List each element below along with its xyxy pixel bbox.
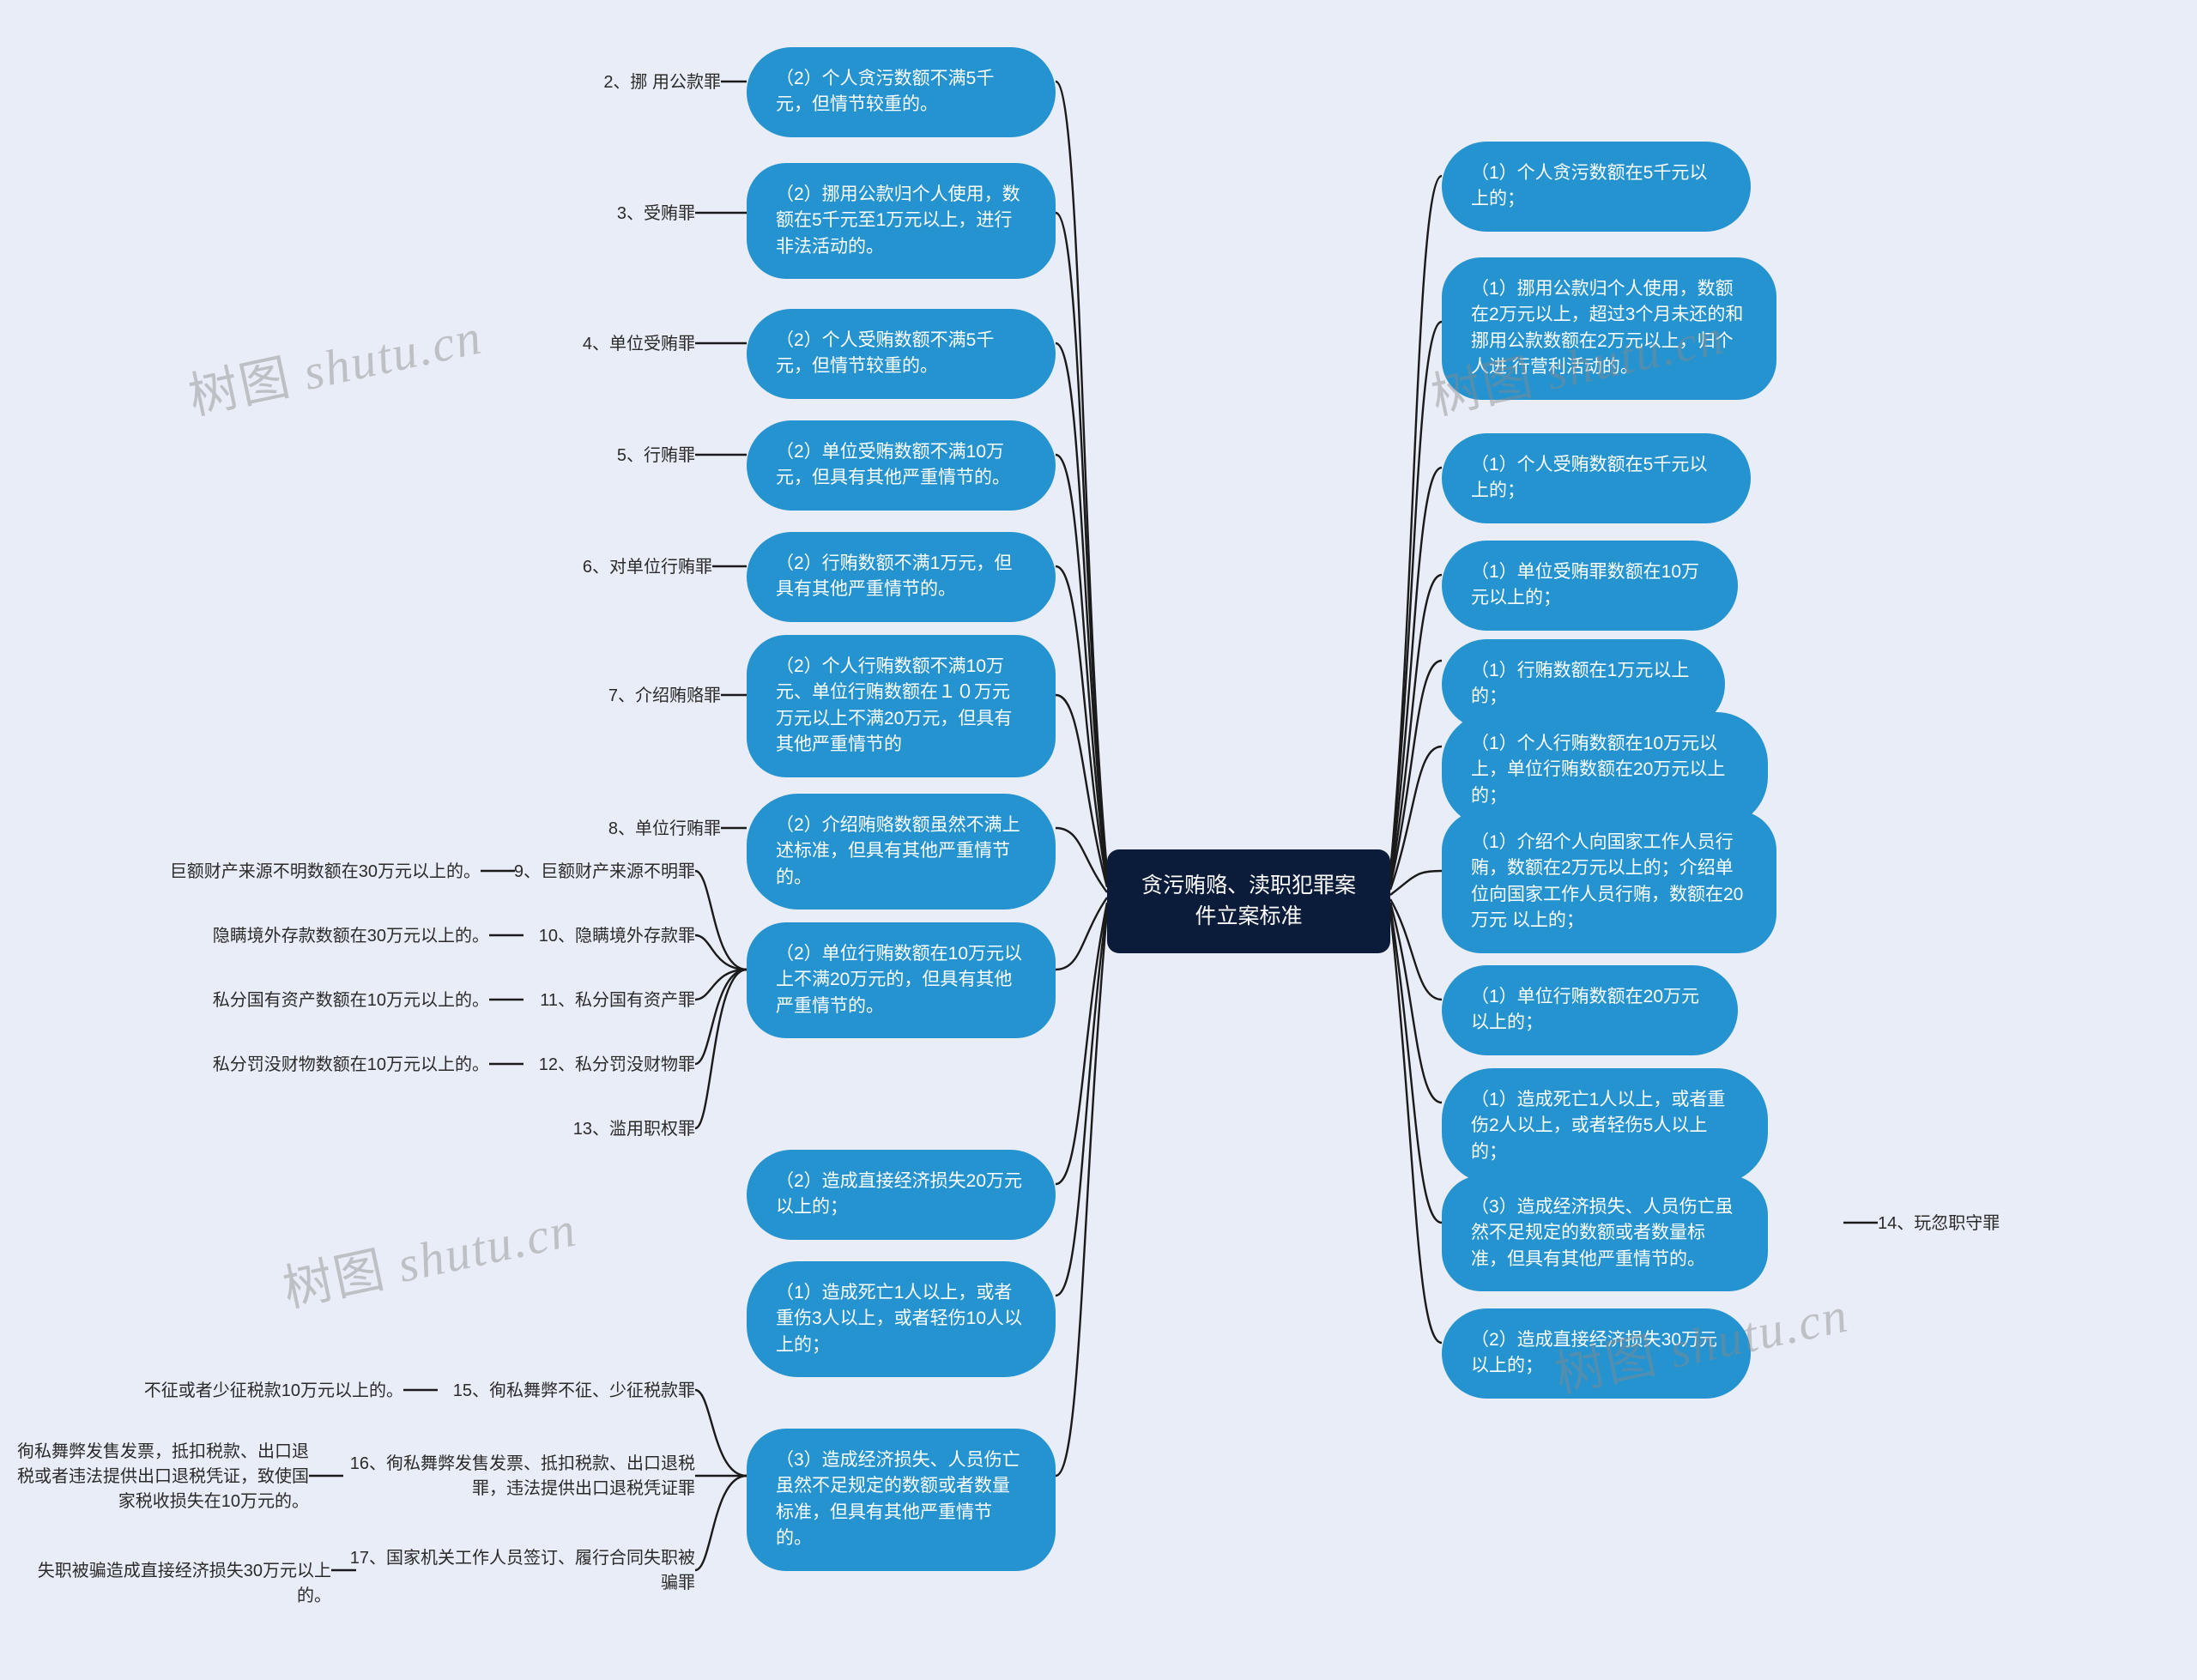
node-text: （1）造成死亡1人以上，或者重伤3人以上，或者轻伤10人以上的； xyxy=(776,1280,1026,1358)
label-text: 2、挪 用公款罪 xyxy=(603,70,721,95)
left-plain-label: 7、介绍贿赂罪 xyxy=(515,684,721,709)
node-text: （1）造成死亡1人以上，或者重伤2人以上，或者轻伤5人以上的； xyxy=(1471,1087,1739,1165)
label-text: 15、徇私舞弊不征、少征税款罪 xyxy=(453,1379,695,1404)
right-node: （1）个人贪污数额在5千元以上的； xyxy=(1442,142,1751,232)
root-text: 贪污贿赂、渎职犯罪案件立案标准 xyxy=(1133,870,1365,933)
label-text: 14、玩忽职守罪 xyxy=(1878,1212,2000,1236)
node-text: （2）造成直接经济损失20万元以上的； xyxy=(776,1169,1026,1221)
left-plain-lower-extra: 不征或者少征税款10万元以上的。 xyxy=(112,1379,403,1404)
right-node: （1）个人受贿数额在5千元以上的； xyxy=(1442,433,1751,523)
label-text: 7、介绍贿赂罪 xyxy=(608,684,721,709)
root-node: 贪污贿赂、渎职犯罪案件立案标准 xyxy=(1107,849,1390,953)
left-plain-lower-extra: 徇私舞弊发售发票，抵扣税款、出口退税或者违法提供出口退税凭证，致使国家税收损失在… xyxy=(17,1440,309,1514)
edge-layer xyxy=(0,0,2197,1680)
left-plain-lower: 16、徇私舞弊发售发票、抵扣税款、出口退税罪，违法提供出口退税凭证罪 xyxy=(326,1452,695,1502)
label-text: 8、单位行贿罪 xyxy=(608,817,721,842)
left-plain-label: 3、受贿罪 xyxy=(549,202,695,227)
node-text: （2）个人贪污数额不满5千元，但情节较重的。 xyxy=(776,66,1026,118)
label-text: 3、受贿罪 xyxy=(617,202,695,227)
node-text: （2）个人受贿数额不满5千元，但情节较重的。 xyxy=(776,328,1026,380)
left-plain-mid-extra: 隐瞒境外存款数额在30万元以上的。 xyxy=(163,924,489,949)
right-node: （2）造成直接经济损失30万元以上的； xyxy=(1442,1308,1751,1399)
label-text: 5、行贿罪 xyxy=(617,444,695,468)
left-node: （2）挪用公款归个人使用，数额在5千元至1万元以上，进行非法活动的。 xyxy=(747,163,1056,279)
right-node: （1）挪用公款归个人使用，数额在2万元以上，超过3个月未还的和挪用公款数额在2万… xyxy=(1442,257,1776,400)
label-text: 6、对单位行贿罪 xyxy=(583,555,712,580)
node-text: （2）个人行贿数额不满10万元、单位行贿数额在１０万元万元以上不满20万元，但具… xyxy=(776,654,1026,758)
left-plain-label: 8、单位行贿罪 xyxy=(515,817,721,842)
label-text: 4、单位受贿罪 xyxy=(583,332,695,357)
label-text: 17、国家机关工作人员签订、履行合同失职被骗罪 xyxy=(343,1546,695,1596)
node-text: （2）介绍贿赂数额虽然不满上述标准，但具有其他严重情节的。 xyxy=(776,813,1026,891)
left-plain-lower: 15、徇私舞弊不征、少征税款罪 xyxy=(421,1379,695,1404)
node-text: （2）挪用公款归个人使用，数额在5千元至1万元以上，进行非法活动的。 xyxy=(776,182,1026,260)
label-text: 徇私舞弊发售发票，抵扣税款、出口退税或者违法提供出口退税凭证，致使国家税收损失在… xyxy=(17,1440,309,1514)
left-plain-label: 4、单位受贿罪 xyxy=(515,332,695,357)
watermark: 树图 shutu.cn xyxy=(275,1188,582,1320)
label-text: 10、隐瞒境外存款罪 xyxy=(539,924,695,949)
left-plain-label: 2、挪 用公款罪 xyxy=(549,70,721,95)
label-text: 隐瞒境外存款数额在30万元以上的。 xyxy=(213,924,489,949)
left-node: （2）造成直接经济损失20万元以上的； xyxy=(747,1150,1056,1240)
node-text: （1）单位受贿罪数额在10万元以上的； xyxy=(1471,559,1709,612)
right-node: （1）单位行贿数额在20万元以上的； xyxy=(1442,965,1738,1055)
left-plain-mid: 9、巨额财产来源不明罪 xyxy=(481,860,695,885)
node-text: （2）行贿数额不满1万元，但具有其他严重情节的。 xyxy=(776,551,1026,603)
label-text: 12、私分罚没财物罪 xyxy=(539,1053,695,1078)
left-node: （3）造成经济损失、人员伤亡虽然不足规定的数额或者数量标准，但具有其他严重情节的… xyxy=(747,1429,1056,1571)
left-plain-label: 6、对单位行贿罪 xyxy=(515,555,712,580)
left-plain-mid-extra: 私分罚没财物数额在10万元以上的。 xyxy=(163,1053,489,1078)
left-plain-mid: 10、隐瞒境外存款罪 xyxy=(489,924,695,949)
left-node: （2）行贿数额不满1万元，但具有其他严重情节的。 xyxy=(747,532,1056,622)
left-plain-mid-extra: 私分国有资产数额在10万元以上的。 xyxy=(163,988,489,1013)
node-text: （2）单位受贿数额不满10万元，但具有其他严重情节的。 xyxy=(776,439,1026,492)
right-plain-label: 14、玩忽职守罪 xyxy=(1878,1212,2049,1236)
right-node: （1）单位受贿罪数额在10万元以上的； xyxy=(1442,541,1738,631)
node-text: （1）行贿数额在1万元以上的； xyxy=(1471,658,1696,710)
label-text: 巨额财产来源不明数额在30万元以上的。 xyxy=(170,860,481,885)
left-node: （2）单位行贿数额在10万元以上不满20万元的，但具有其他严重情节的。 xyxy=(747,922,1056,1038)
left-plain-lower: 17、国家机关工作人员签订、履行合同失职被骗罪 xyxy=(343,1546,695,1596)
node-text: （3）造成经济损失、人员伤亡虽然不足规定的数额或者数量标准，但具有其他严重情节的… xyxy=(776,1447,1026,1552)
label-text: 16、徇私舞弊发售发票、抵扣税款、出口退税罪，违法提供出口退税凭证罪 xyxy=(326,1452,695,1502)
node-text: （2）造成直接经济损失30万元以上的； xyxy=(1471,1327,1722,1380)
left-node: （1）造成死亡1人以上，或者重伤3人以上，或者轻伤10人以上的； xyxy=(747,1261,1056,1377)
label-text: 私分国有资产数额在10万元以上的。 xyxy=(213,988,489,1013)
left-node: （2）单位受贿数额不满10万元，但具有其他严重情节的。 xyxy=(747,420,1056,511)
left-plain-mid: 13、滥用职权罪 xyxy=(506,1117,695,1142)
label-text: 9、巨额财产来源不明罪 xyxy=(514,860,695,885)
left-plain-mid: 11、私分国有资产罪 xyxy=(489,988,695,1013)
left-plain-mid-extra: 巨额财产来源不明数额在30万元以上的。 xyxy=(137,860,481,885)
node-text: （3）造成经济损失、人员伤亡虽然不足规定的数额或者数量标准，但具有其他严重情节的… xyxy=(1471,1194,1739,1272)
node-text: （1）个人贪污数额在5千元以上的； xyxy=(1471,160,1722,213)
label-text: 失职被骗造成直接经济损失30万元以上的。 xyxy=(5,1559,331,1609)
right-node: （3）造成经济损失、人员伤亡虽然不足规定的数额或者数量标准，但具有其他严重情节的… xyxy=(1442,1175,1768,1291)
label-text: 不征或者少征税款10万元以上的。 xyxy=(144,1379,403,1404)
left-node: （2）介绍贿赂数额虽然不满上述标准，但具有其他严重情节的。 xyxy=(747,794,1056,909)
node-text: （1）挪用公款归个人使用，数额在2万元以上，超过3个月未还的和挪用公款数额在2万… xyxy=(1471,276,1747,381)
right-node: （1）造成死亡1人以上，或者重伤2人以上，或者轻伤5人以上的； xyxy=(1442,1068,1768,1184)
left-node: （2）个人行贿数额不满10万元、单位行贿数额在１０万元万元以上不满20万元，但具… xyxy=(747,635,1056,777)
node-text: （1）单位行贿数额在20万元以上的； xyxy=(1471,984,1709,1036)
left-plain-mid: 12、私分罚没财物罪 xyxy=(489,1053,695,1078)
node-text: （1）个人受贿数额在5千元以上的； xyxy=(1471,452,1722,505)
node-text: （1）个人行贿数额在10万元以上，单位行贿数额在20万元以上的； xyxy=(1471,731,1739,809)
left-plain-lower-extra: 失职被骗造成直接经济损失30万元以上的。 xyxy=(5,1559,331,1609)
left-plain-label: 5、行贿罪 xyxy=(549,444,695,468)
left-node: （2）个人贪污数额不满5千元，但情节较重的。 xyxy=(747,47,1056,137)
right-node: （1）介绍个人向国家工作人员行贿，数额在2万元以上的；介绍单位向国家工作人员行贿… xyxy=(1442,811,1776,953)
label-text: 11、私分国有资产罪 xyxy=(540,988,695,1013)
node-text: （2）单位行贿数额在10万元以上不满20万元的，但具有其他严重情节的。 xyxy=(776,941,1026,1019)
watermark: 树图 shutu.cn xyxy=(181,296,487,428)
label-text: 13、滥用职权罪 xyxy=(573,1117,695,1142)
label-text: 私分罚没财物数额在10万元以上的。 xyxy=(213,1053,489,1078)
left-node: （2）个人受贿数额不满5千元，但情节较重的。 xyxy=(747,309,1056,399)
node-text: （1）介绍个人向国家工作人员行贿，数额在2万元以上的；介绍单位向国家工作人员行贿… xyxy=(1471,830,1747,934)
